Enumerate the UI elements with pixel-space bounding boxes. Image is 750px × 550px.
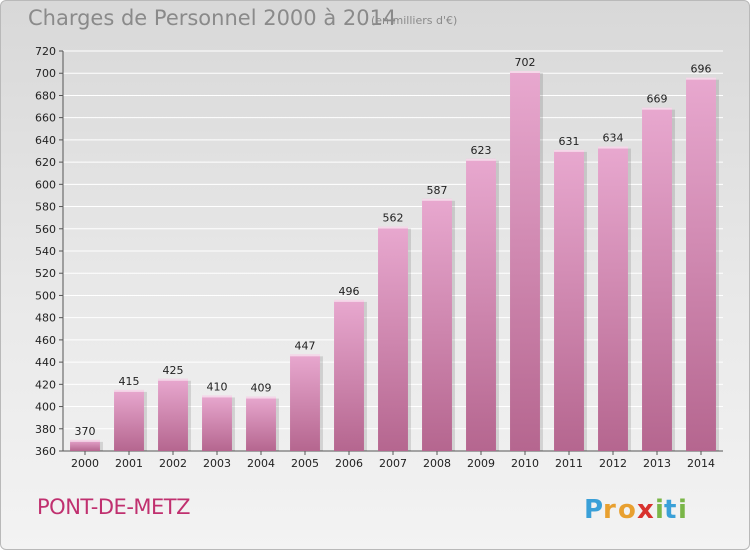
x-tick-label-2002: 2002 [159,457,187,470]
bar-highlight [598,146,628,149]
data-labels: 370 415 425 410 409 447 496 562 587 623 702 631 634 6… [75,56,712,438]
bar-highlight [422,198,452,201]
bar-2014 [686,77,716,452]
data-label-2000: 370 [75,425,96,438]
y-tick-label: 620 [35,156,56,169]
x-tick-label-2010: 2010 [511,457,539,470]
bar-2000 [70,439,100,451]
bar-2005 [290,354,320,451]
data-label-2001: 415 [119,375,140,388]
x-tick-label-2008: 2008 [423,457,451,470]
bar-highlight [70,439,100,442]
x-tick-label-2012: 2012 [599,457,627,470]
y-tick-label: 360 [35,445,56,458]
svg-text:o: o [618,495,636,525]
bar-2003 [202,395,232,451]
data-label-2011: 631 [559,135,580,148]
bar-2012 [598,146,628,452]
bar-2008 [422,198,452,451]
svg-text:i: i [655,495,664,525]
chart-title: Charges de Personnel 2000 à 2014 [28,6,397,30]
y-tick-label: 720 [35,45,56,58]
bar-highlight [378,226,408,229]
x-tick-labels: 2000 2001 2002 2003 2004 2005 2006 2007 2008 2009… [71,451,715,470]
svg-text:i: i [678,495,687,525]
data-label-2010: 702 [515,56,536,69]
data-label-2004: 409 [251,382,272,395]
data-label-2009: 623 [471,144,492,157]
chart-subtitle: (en milliers d'€) [371,14,458,27]
bar-highlight [642,107,672,110]
y-tick-label: 580 [35,201,56,214]
data-label-2002: 425 [163,364,184,377]
svg-text:t: t [664,495,676,525]
y-tick-label: 700 [35,67,56,80]
bar-highlight [554,149,584,152]
bar-highlight [334,299,364,302]
data-label-2005: 447 [295,339,316,352]
bar-highlight [290,354,320,357]
bar-2004 [246,396,276,451]
y-tick-label: 520 [35,267,56,280]
y-tick-label: 660 [35,112,56,125]
x-tick-label-2006: 2006 [335,457,363,470]
bar-highlight [202,395,232,398]
bar-highlight [246,396,276,399]
data-label-2012: 634 [603,132,624,145]
y-tick-label: 600 [35,178,56,191]
bar-2001 [114,389,144,451]
x-tick-label-2013: 2013 [643,457,671,470]
y-tick-label: 400 [35,401,56,414]
data-label-2003: 410 [207,380,228,393]
svg-text:r: r [603,495,616,525]
bar-2006 [334,299,364,451]
y-tick-label: 540 [35,245,56,258]
data-label-2007: 562 [383,212,404,225]
data-label-2013: 669 [647,93,668,106]
proxiti-logo-icon: P r o x i t i [584,495,687,525]
x-tick-label-2000: 2000 [71,457,99,470]
x-tick-label-2001: 2001 [115,457,143,470]
x-tick-label-2007: 2007 [379,457,407,470]
y-tick-label: 380 [35,423,56,436]
bar-2010 [510,71,540,451]
y-tick-labels: 360 380 400 420 440 460 480 500 520 540 560 580 600 6… [35,45,56,458]
bar-highlight [466,158,496,161]
bar-2007 [378,226,408,451]
bar-highlight [114,389,144,392]
data-label-2014: 696 [691,63,712,76]
y-tick-label: 640 [35,134,56,147]
bar-2013 [642,107,672,452]
y-tick-label: 460 [35,334,56,347]
x-tick-label-2011: 2011 [555,457,583,470]
y-tick-label: 440 [35,356,56,369]
bar-2002 [158,378,188,451]
x-tick-label-2009: 2009 [467,457,495,470]
x-tick-label-2004: 2004 [247,457,275,470]
y-tick-label: 560 [35,223,56,236]
bars [70,71,719,452]
x-tick-label-2014: 2014 [687,457,715,470]
svg-text:x: x [637,495,654,525]
bar-highlight [510,71,540,73]
y-tick-label: 680 [35,89,56,102]
city-name: PONT-DE-METZ [37,495,191,519]
x-tick-label-2005: 2005 [291,457,319,470]
x-tick-label-2003: 2003 [203,457,231,470]
bar-highlight [686,77,716,80]
data-label-2006: 496 [339,285,360,298]
svg-text:P: P [584,495,603,525]
y-tick-label: 500 [35,289,56,302]
y-tick-label: 420 [35,378,56,391]
bar-highlight [158,378,188,381]
data-label-2008: 587 [427,184,448,197]
bar-2009 [466,158,496,451]
y-tick-label: 480 [35,312,56,325]
proxiti-logo[interactable]: P r o x i t i [584,489,694,529]
bar-2011 [554,149,584,451]
